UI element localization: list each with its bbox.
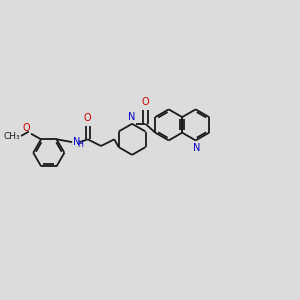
Text: N: N — [193, 142, 200, 153]
Text: O: O — [142, 97, 149, 107]
Text: N: N — [128, 112, 136, 122]
Text: O: O — [22, 123, 30, 133]
Text: N: N — [73, 137, 81, 147]
Text: CH₃: CH₃ — [3, 132, 20, 141]
Text: O: O — [84, 113, 92, 123]
Text: H: H — [77, 140, 83, 149]
